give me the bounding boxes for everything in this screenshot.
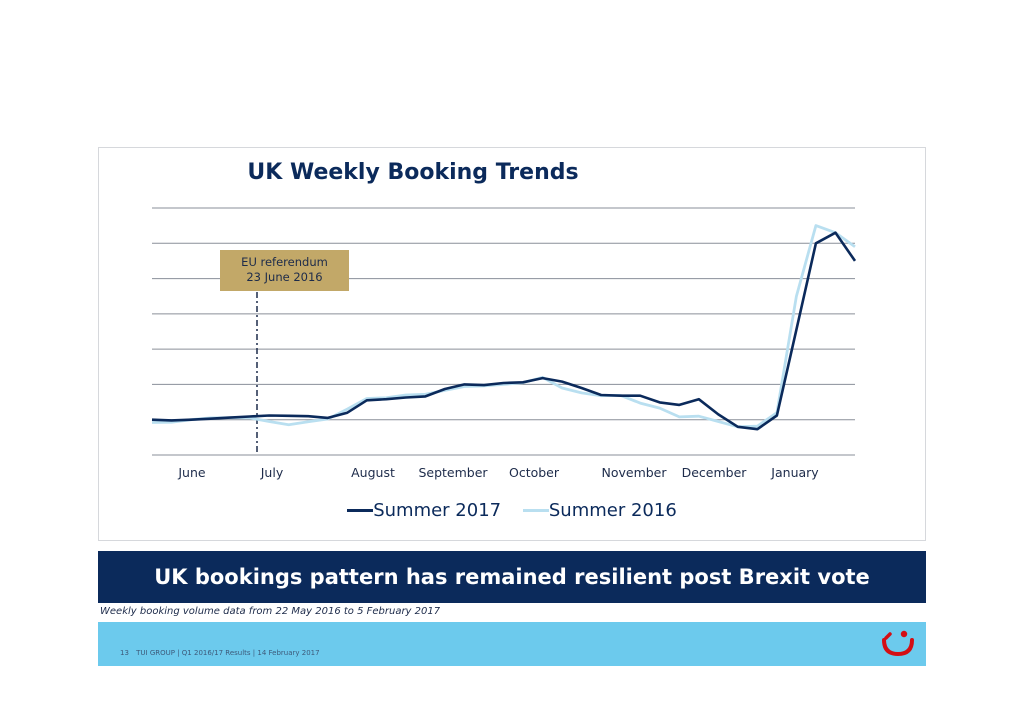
x-axis-ticks: June July August September October November De… xyxy=(177,465,819,480)
x-tick-label: August xyxy=(351,465,395,480)
legend-item-summer-2016: Summer 2016 xyxy=(522,500,677,521)
x-tick-label: January xyxy=(770,465,819,480)
x-tick-label: October xyxy=(509,465,560,480)
legend-swatch-summer-2016 xyxy=(522,509,549,512)
x-tick-label: September xyxy=(418,465,488,480)
chart-title: UK Weekly Booking Trends xyxy=(247,160,579,185)
series-lines xyxy=(151,224,857,431)
page-number: 13 xyxy=(120,649,129,657)
legend-label-summer-2016: Summer 2016 xyxy=(548,500,677,521)
x-tick-label: July xyxy=(260,465,284,480)
x-tick-label: November xyxy=(601,465,667,480)
footer-bar: 13 TUI GROUP | Q1 2016/17 Results | 14 F… xyxy=(98,622,926,666)
headline-banner: UK bookings pattern has remained resilie… xyxy=(98,551,926,603)
footer-text: 13 TUI GROUP | Q1 2016/17 Results | 14 F… xyxy=(120,649,325,657)
legend-item-summer-2017: Summer 2017 xyxy=(347,500,501,521)
footer-caption: TUI GROUP | Q1 2016/17 Results | 14 Febr… xyxy=(136,649,320,657)
annotation-line-1: EU referendum xyxy=(241,255,328,269)
headline-text: UK bookings pattern has remained resilie… xyxy=(154,565,870,589)
x-tick-label: December xyxy=(682,465,748,480)
grid-lines xyxy=(152,207,855,456)
annotation-line-2: 23 June 2016 xyxy=(246,270,323,284)
chart-legend: Summer 2017 Summer 2016 xyxy=(0,496,1024,521)
legend-swatch-summer-2017 xyxy=(347,509,374,512)
x-tick-label: June xyxy=(177,465,206,480)
series-line-summer-2017 xyxy=(151,231,857,431)
source-note: Weekly booking volume data from 22 May 2… xyxy=(100,606,441,617)
tui-smile-logo-icon xyxy=(882,630,914,657)
legend-label-summer-2017: Summer 2017 xyxy=(373,500,502,521)
referendum-annotation: EU referendum 23 June 2016 xyxy=(220,250,349,291)
